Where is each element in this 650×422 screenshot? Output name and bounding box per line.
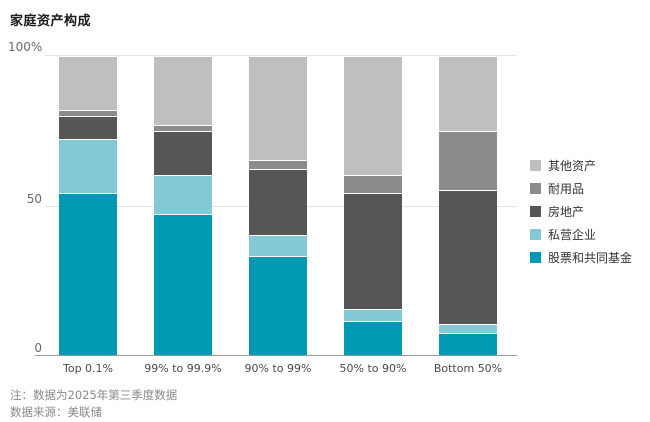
legend: 其他资产耐用品房地产私营企业股票和共同基金 (530, 154, 632, 269)
legend-item: 耐用品 (530, 177, 632, 200)
bar-segment (154, 176, 212, 215)
x-axis-label: 90% to 99% (244, 362, 312, 375)
stacked-bar-90-to-99- (249, 57, 307, 355)
legend-swatch-icon (530, 183, 541, 194)
legend-label: 耐用品 (548, 182, 585, 196)
bar-segment (59, 116, 117, 141)
x-axis-label: Top 0.1% (62, 362, 113, 375)
stacked-bar-50-to-90- (344, 57, 402, 355)
bar-segment (249, 161, 307, 171)
note-data-period: 注：数据为2025年第三季度数据 (10, 388, 178, 402)
stacked-bar-99-to-99-9- (154, 57, 212, 355)
legend-swatch-icon (530, 206, 541, 217)
bar-segment (154, 214, 212, 355)
y-tick-100: 100% (8, 40, 43, 54)
bar-segment (344, 57, 402, 177)
legend-swatch-icon (530, 160, 541, 171)
bar-segment (59, 57, 117, 111)
legend-swatch-icon (530, 229, 541, 240)
plot-area (35, 55, 517, 356)
stacked-bar-bottom-50- (439, 57, 497, 355)
x-axis-label: Bottom 50% (433, 362, 503, 375)
bar-segment (154, 125, 212, 132)
bar-segment (344, 322, 402, 355)
legend-label: 股票和共同基金 (548, 251, 633, 265)
bar-segment (249, 256, 307, 355)
bar-segment (344, 310, 402, 323)
bar-segment (439, 191, 497, 326)
legend-item: 房地产 (530, 200, 632, 223)
x-axis-label: 50% to 90% (339, 362, 407, 375)
legend-item: 私营企业 (530, 223, 632, 246)
bar-segment (59, 194, 117, 355)
note-data-source: 数据来源：美联储 (10, 405, 102, 419)
bar-segment (439, 57, 497, 132)
bar-segment (344, 176, 402, 195)
y-tick-50: 50 (26, 192, 42, 206)
bar-segment (249, 57, 307, 162)
bar-segment (59, 110, 117, 117)
bar-segment (59, 140, 117, 195)
legend-label: 房地产 (548, 205, 585, 219)
x-axis-label: 99% to 99.9% (144, 362, 222, 375)
bar-segment (249, 170, 307, 236)
legend-label: 其他资产 (548, 159, 597, 173)
legend-item: 其他资产 (530, 154, 632, 177)
legend-label: 私营企业 (548, 228, 597, 242)
bar-segment (249, 235, 307, 257)
gridline-100 (45, 55, 517, 56)
footnotes: 注：数据为2025年第三季度数据 数据来源：美联储 (10, 387, 177, 421)
bar-segment (154, 57, 212, 126)
legend-item: 股票和共同基金 (530, 246, 632, 269)
chart-title: 家庭资产构成 (10, 14, 92, 29)
legend-swatch-icon (530, 252, 541, 263)
stacked-bar-top-0-1- (59, 57, 117, 355)
bar-segment (344, 194, 402, 311)
bar-segment (439, 131, 497, 192)
bar-segment (439, 325, 497, 335)
y-tick-0: 0 (34, 341, 42, 355)
bar-segment (154, 131, 212, 177)
bar-segment (439, 334, 497, 355)
x-axis-baseline (35, 355, 517, 356)
